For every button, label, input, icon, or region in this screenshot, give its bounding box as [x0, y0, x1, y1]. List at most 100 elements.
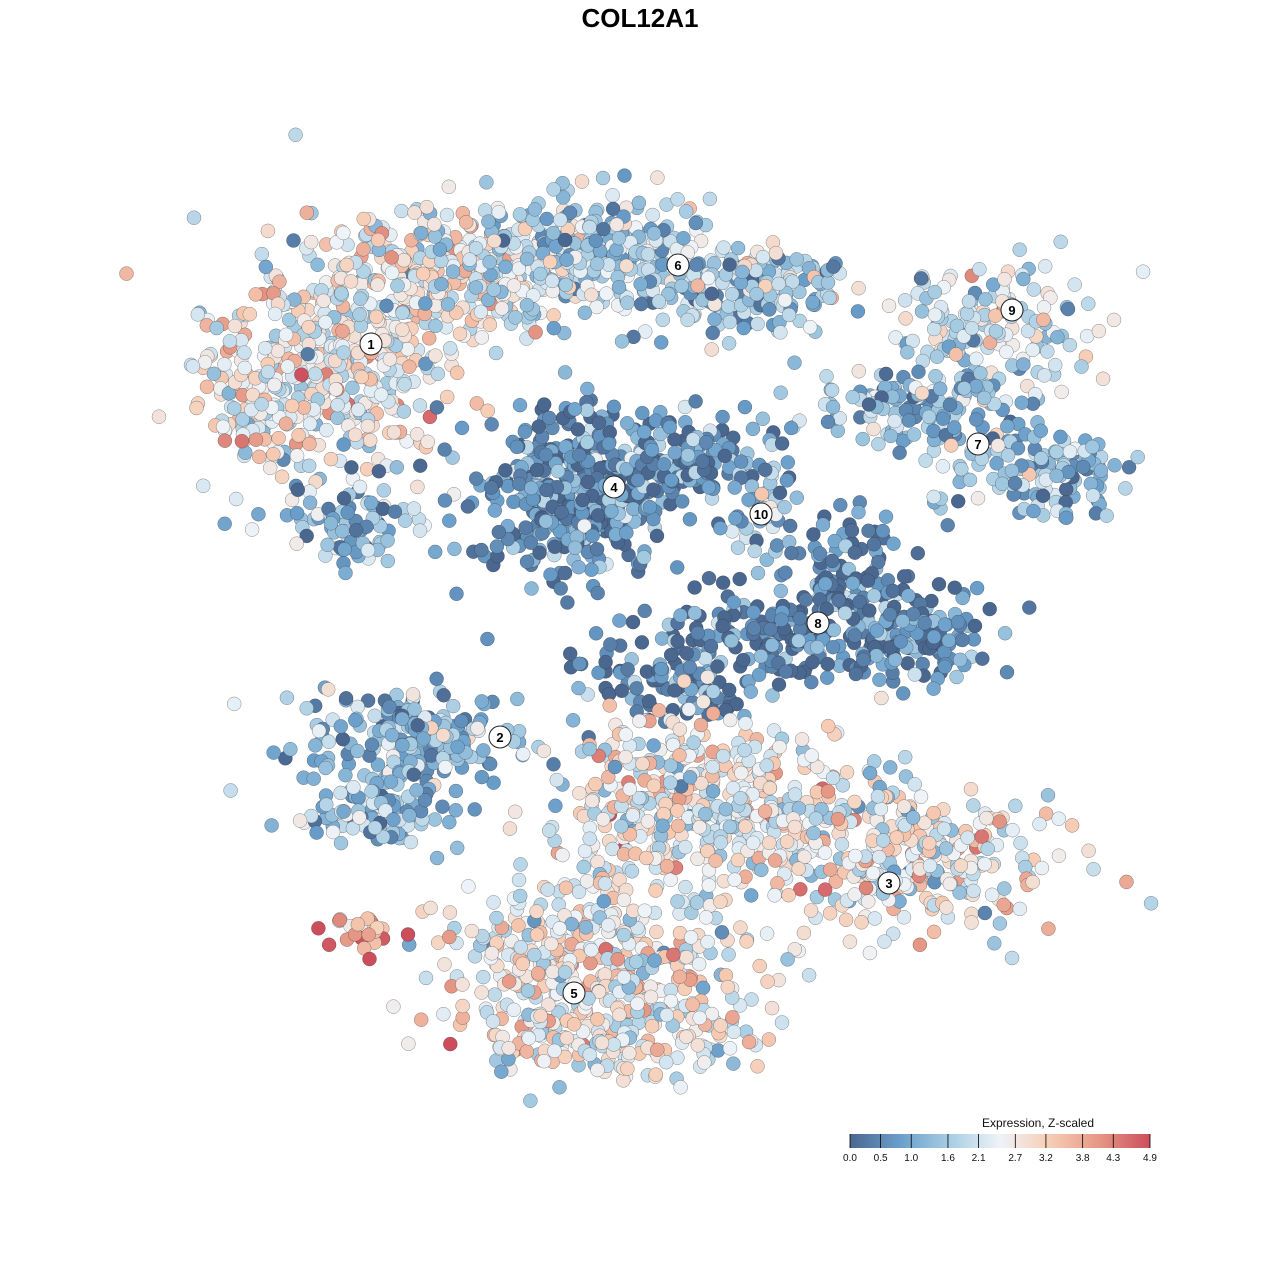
data-point: [810, 639, 825, 655]
data-point: [614, 683, 629, 699]
data-point: [1053, 234, 1068, 250]
data-point: [1093, 463, 1109, 478]
data-point: [517, 424, 533, 440]
data-point: [777, 292, 793, 308]
data-point: [333, 719, 349, 734]
data-point: [546, 308, 561, 323]
data-point: [693, 717, 709, 733]
color-legend: Expression, Z-scaled 0.0 0.5 1.0 1.6 2.1 2.7 3…: [843, 1116, 1157, 1164]
data-point: [270, 343, 286, 359]
data-point: [988, 308, 1003, 323]
data-point: [681, 702, 697, 717]
data-point: [364, 784, 379, 799]
data-point: [662, 419, 678, 435]
data-point: [484, 480, 499, 495]
data-point: [921, 835, 937, 851]
data-point: [1016, 357, 1031, 372]
data-point: [487, 233, 502, 249]
data-point: [963, 781, 979, 797]
data-point: [750, 316, 765, 332]
data-point: [512, 397, 528, 413]
data-point: [950, 494, 966, 509]
data-point: [685, 997, 700, 1012]
data-point: [474, 985, 489, 1000]
data-point: [713, 520, 728, 536]
data-point: [926, 321, 942, 337]
data-point: [333, 785, 348, 801]
data-point: [771, 677, 787, 692]
data-point: [679, 646, 694, 661]
data-point: [252, 449, 267, 465]
data-point: [436, 688, 451, 703]
data-point: [624, 864, 640, 879]
data-point: [237, 345, 252, 360]
data-point: [443, 1036, 458, 1052]
data-point: [680, 448, 696, 463]
data-point: [824, 382, 840, 398]
data-point: [1130, 449, 1145, 465]
data-point: [651, 703, 667, 718]
data-point: [787, 819, 803, 835]
data-point: [460, 499, 476, 514]
data-point: [872, 672, 887, 688]
data-point: [949, 669, 964, 685]
data-point: [968, 378, 984, 394]
cluster-label-8: 8: [806, 611, 830, 635]
data-point: [432, 242, 448, 257]
data-point: [632, 713, 647, 729]
data-point: [488, 345, 504, 361]
data-point: [288, 127, 303, 143]
data-point: [831, 593, 846, 608]
data-point: [442, 513, 457, 528]
data-point: [762, 302, 777, 317]
data-point: [739, 934, 754, 949]
data-point: [666, 947, 681, 963]
data-point: [630, 472, 645, 488]
data-point: [635, 756, 650, 772]
data-point: [405, 687, 421, 702]
data-point: [913, 789, 929, 804]
data-point: [1037, 259, 1053, 274]
data-point: [974, 829, 989, 844]
cluster-label-9: 9: [1000, 298, 1024, 322]
data-point: [644, 442, 660, 458]
data-point: [538, 447, 554, 463]
data-point: [705, 684, 721, 699]
data-point: [1034, 451, 1049, 466]
data-point: [887, 413, 902, 429]
data-point: [886, 536, 901, 551]
data-point: [736, 320, 751, 336]
data-point: [823, 862, 838, 877]
data-point: [420, 434, 435, 450]
data-point: [418, 356, 433, 371]
data-point: [571, 680, 586, 696]
data-point: [428, 348, 443, 363]
data-point: [871, 436, 886, 452]
data-point: [715, 618, 730, 634]
data-point: [656, 457, 672, 472]
data-point: [722, 1041, 738, 1056]
legend-tick-label: 1.6: [941, 1153, 955, 1164]
data-point: [449, 840, 465, 856]
data-point: [663, 775, 678, 790]
data-point: [223, 783, 238, 798]
data-point: [726, 595, 741, 610]
data-point: [637, 603, 652, 619]
data-point: [480, 403, 495, 419]
data-point: [914, 385, 930, 401]
data-point: [860, 894, 876, 909]
data-point: [710, 1043, 726, 1058]
data-point: [878, 366, 894, 382]
data-point: [769, 538, 785, 553]
data-point: [817, 882, 833, 897]
data-point: [396, 404, 412, 419]
data-point: [352, 307, 367, 322]
data-point: [574, 174, 590, 189]
data-point: [435, 799, 450, 814]
data-point: [968, 412, 984, 427]
data-point: [482, 317, 498, 332]
data-point: [926, 629, 942, 645]
data-point: [707, 312, 722, 327]
data-point: [774, 1015, 790, 1030]
data-point: [834, 837, 850, 852]
